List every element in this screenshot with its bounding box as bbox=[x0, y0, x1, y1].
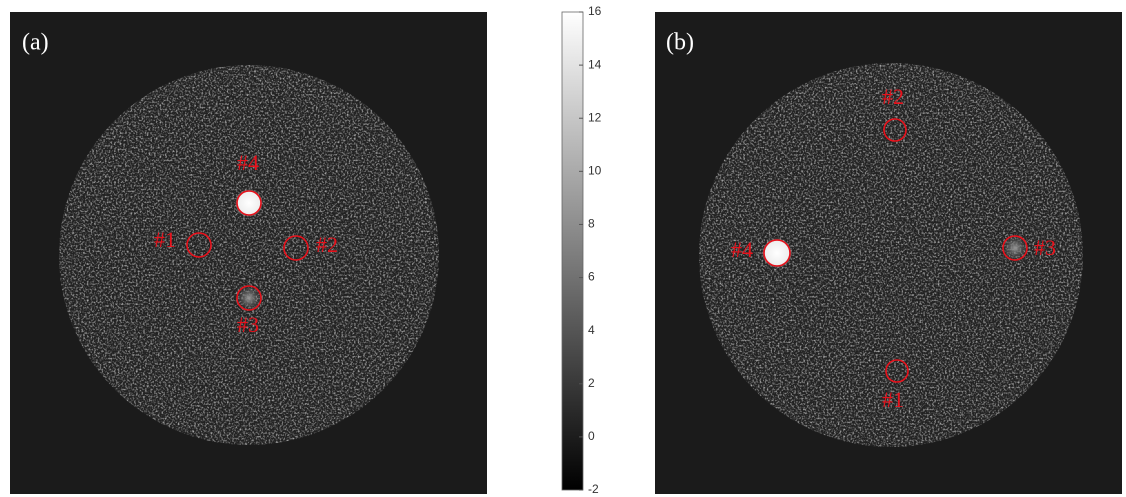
roi-label: #2 bbox=[316, 232, 338, 257]
tick-label: 10 bbox=[588, 164, 602, 178]
tick-label: 0 bbox=[588, 429, 595, 443]
roi-label: #1 bbox=[154, 227, 176, 252]
roi-label: #3 bbox=[237, 312, 259, 337]
roi-label: #2 bbox=[882, 84, 904, 109]
roi-label: #3 bbox=[1034, 235, 1056, 260]
tick-label: -2 bbox=[588, 482, 599, 496]
panel-label: (a) bbox=[22, 30, 49, 56]
tick-label: 14 bbox=[588, 57, 602, 71]
page: {"panels":[{"label":"(a)","rois":["#4","… bbox=[0, 0, 1126, 497]
roi-label: #4 bbox=[731, 237, 753, 262]
panel-a: (a) #4 #1 #2 #3 bbox=[10, 12, 487, 494]
tick-label: 2 bbox=[588, 376, 595, 390]
panel-b: (b) #2 #4 #3 #1 bbox=[655, 12, 1122, 494]
figure: (a) #4 #1 #2 #3 -2 0 2 4 6 8 10 12 14 16 (b) #2 #… bbox=[0, 0, 1126, 497]
panel-label: (b) bbox=[666, 30, 694, 56]
roi-label: #1 bbox=[882, 387, 904, 412]
tick-label: 4 bbox=[588, 323, 595, 337]
colorbar: -2 0 2 4 6 8 10 12 14 16 bbox=[562, 4, 602, 496]
tick-label: 16 bbox=[588, 4, 602, 18]
tick-label: 12 bbox=[588, 110, 602, 124]
tick-label: 8 bbox=[588, 217, 595, 231]
roi-label: #4 bbox=[237, 150, 259, 175]
tick-label: 6 bbox=[588, 270, 595, 284]
